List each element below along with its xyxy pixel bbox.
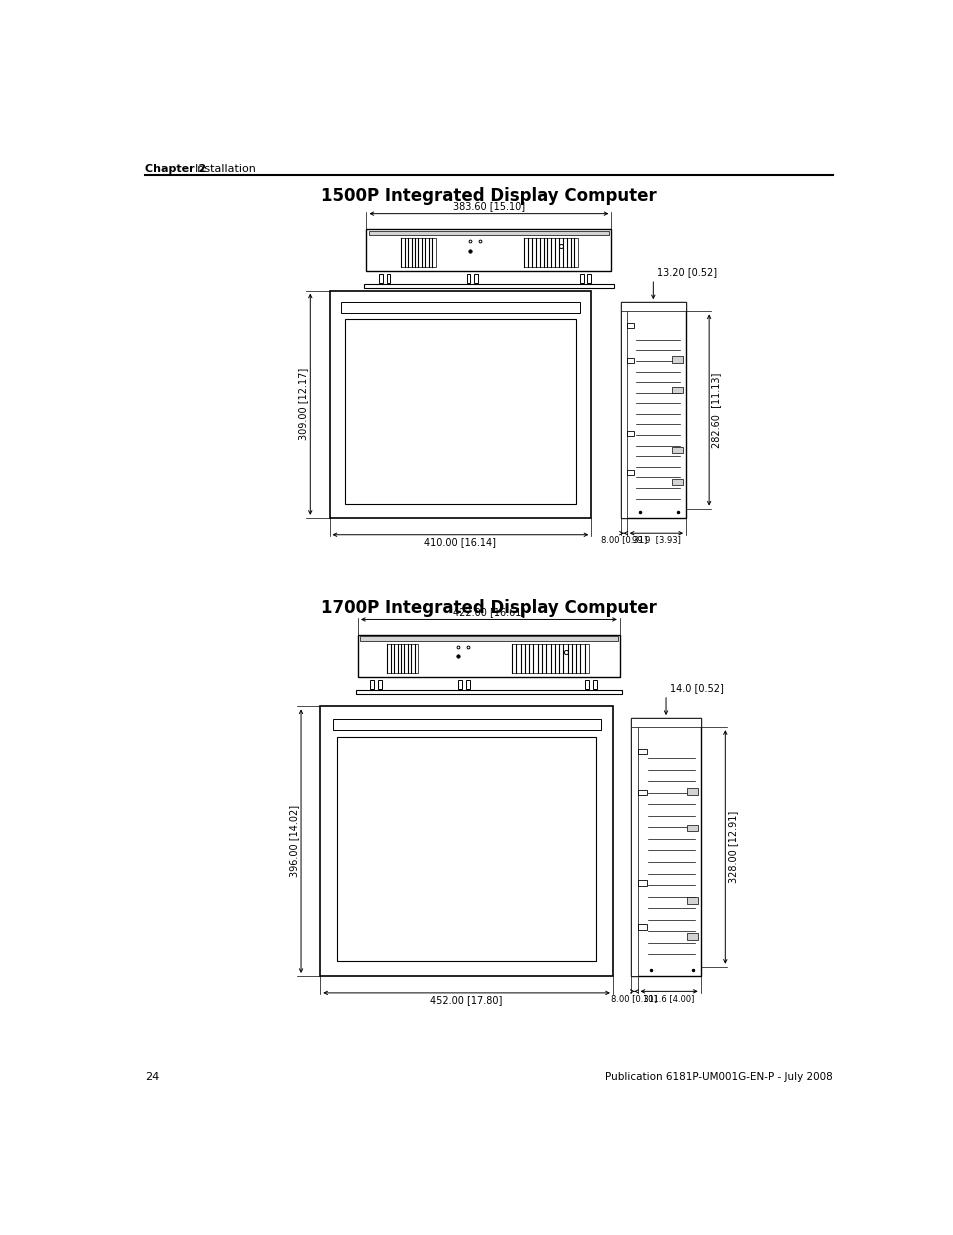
Bar — [631, 718, 700, 727]
Bar — [638, 790, 646, 795]
Text: Publication 6181P-UM001G-EN-P - July 2008: Publication 6181P-UM001G-EN-P - July 200… — [605, 1072, 832, 1082]
Bar — [631, 718, 638, 976]
Bar — [512, 645, 588, 673]
Text: 396.00 [14.02]: 396.00 [14.02] — [289, 805, 298, 877]
Text: 8.00 [0.31]: 8.00 [0.31] — [600, 536, 646, 545]
Text: 24: 24 — [145, 1072, 159, 1082]
Bar — [620, 303, 626, 517]
Bar — [465, 679, 469, 689]
Bar — [631, 718, 700, 976]
Bar — [355, 689, 621, 694]
Text: 8.00 [0.31]: 8.00 [0.31] — [611, 994, 657, 1003]
Text: 383.60 [15.10]: 383.60 [15.10] — [453, 201, 524, 211]
Bar — [474, 274, 477, 283]
Bar — [672, 479, 682, 485]
Bar — [686, 897, 697, 904]
Bar — [686, 932, 697, 940]
Bar — [672, 357, 682, 363]
Text: 309.00 [12.17]: 309.00 [12.17] — [297, 368, 308, 441]
Bar — [466, 274, 470, 283]
Bar — [524, 238, 578, 267]
Text: 101.6 [4.00]: 101.6 [4.00] — [642, 994, 694, 1003]
Bar — [329, 290, 591, 517]
Bar — [686, 825, 697, 831]
Bar — [638, 748, 646, 755]
Bar — [638, 924, 646, 930]
Text: 1500P Integrated Display Computer: 1500P Integrated Display Computer — [321, 186, 656, 205]
Bar — [620, 303, 685, 311]
Bar — [620, 303, 685, 517]
Bar — [333, 719, 600, 730]
Text: Chapter 2: Chapter 2 — [145, 163, 206, 174]
Text: 422.00 [16.61]: 422.00 [16.61] — [453, 608, 524, 618]
Bar — [357, 635, 619, 677]
Bar — [370, 679, 374, 689]
Bar — [638, 881, 646, 885]
Bar — [587, 274, 591, 283]
Bar — [626, 431, 634, 436]
Bar — [378, 274, 382, 283]
Bar — [686, 788, 697, 795]
Bar — [386, 274, 390, 283]
Text: 328.00 [12.91]: 328.00 [12.91] — [727, 811, 737, 883]
Bar — [457, 679, 461, 689]
Bar — [579, 274, 583, 283]
Bar — [369, 231, 608, 235]
Bar — [364, 284, 613, 288]
Bar — [387, 645, 417, 673]
Bar — [341, 303, 579, 312]
Bar — [626, 358, 634, 363]
Bar — [400, 238, 436, 267]
Text: 452.00 [17.80]: 452.00 [17.80] — [430, 995, 502, 1005]
Bar — [320, 706, 612, 976]
Text: 282.60  [11.13]: 282.60 [11.13] — [711, 372, 720, 448]
Bar — [592, 679, 596, 689]
Bar — [345, 319, 576, 504]
Bar — [360, 636, 617, 641]
Text: 14.0 [0.52]: 14.0 [0.52] — [669, 683, 723, 693]
Text: Installation: Installation — [194, 163, 256, 174]
Bar — [584, 679, 588, 689]
Bar — [336, 737, 596, 961]
Text: 1700P Integrated Display Computer: 1700P Integrated Display Computer — [320, 599, 657, 616]
Bar — [366, 228, 611, 272]
Bar — [626, 324, 634, 329]
Bar — [626, 471, 634, 474]
Text: 410.00 [16.14]: 410.00 [16.14] — [424, 537, 496, 547]
Text: 99.9  [3.93]: 99.9 [3.93] — [631, 536, 680, 545]
Bar — [377, 679, 381, 689]
Text: 13.20 [0.52]: 13.20 [0.52] — [657, 268, 717, 278]
Bar — [672, 447, 682, 453]
Bar — [672, 387, 682, 393]
